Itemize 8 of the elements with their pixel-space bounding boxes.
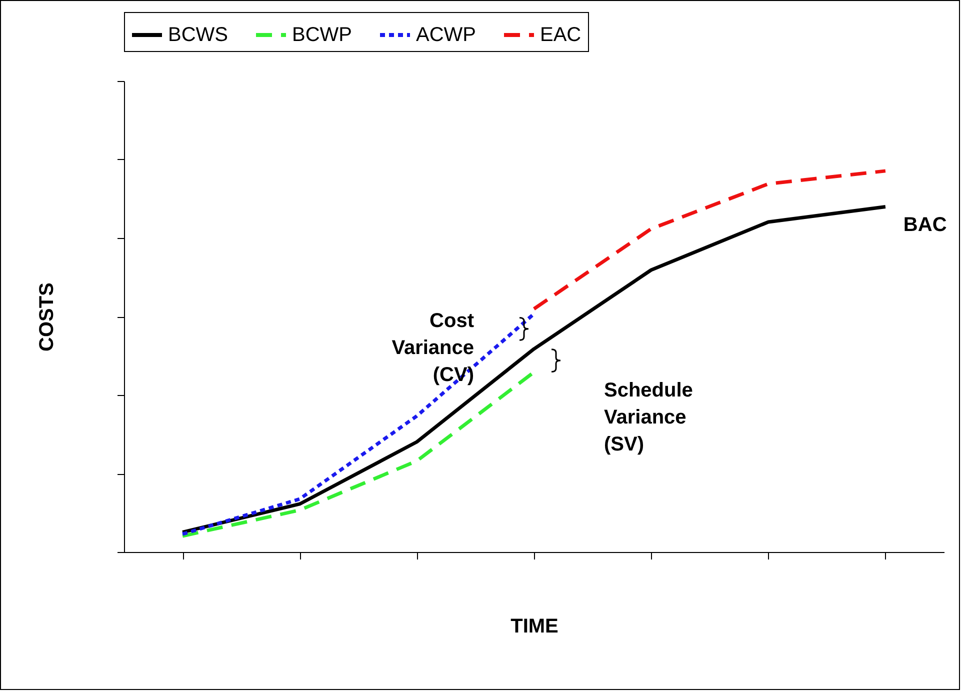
y-axis-title: COSTS: [36, 282, 58, 352]
x-axis-title: TIME: [510, 616, 558, 638]
annotation: Schedule Variance (SV): [604, 380, 693, 456]
legend-label: EAC: [540, 24, 582, 46]
legend-label: ACWP: [416, 24, 476, 46]
legend-label: BCWP: [292, 24, 352, 46]
legend-label: BCWS: [168, 24, 228, 46]
annotation: BAC: [903, 214, 947, 236]
